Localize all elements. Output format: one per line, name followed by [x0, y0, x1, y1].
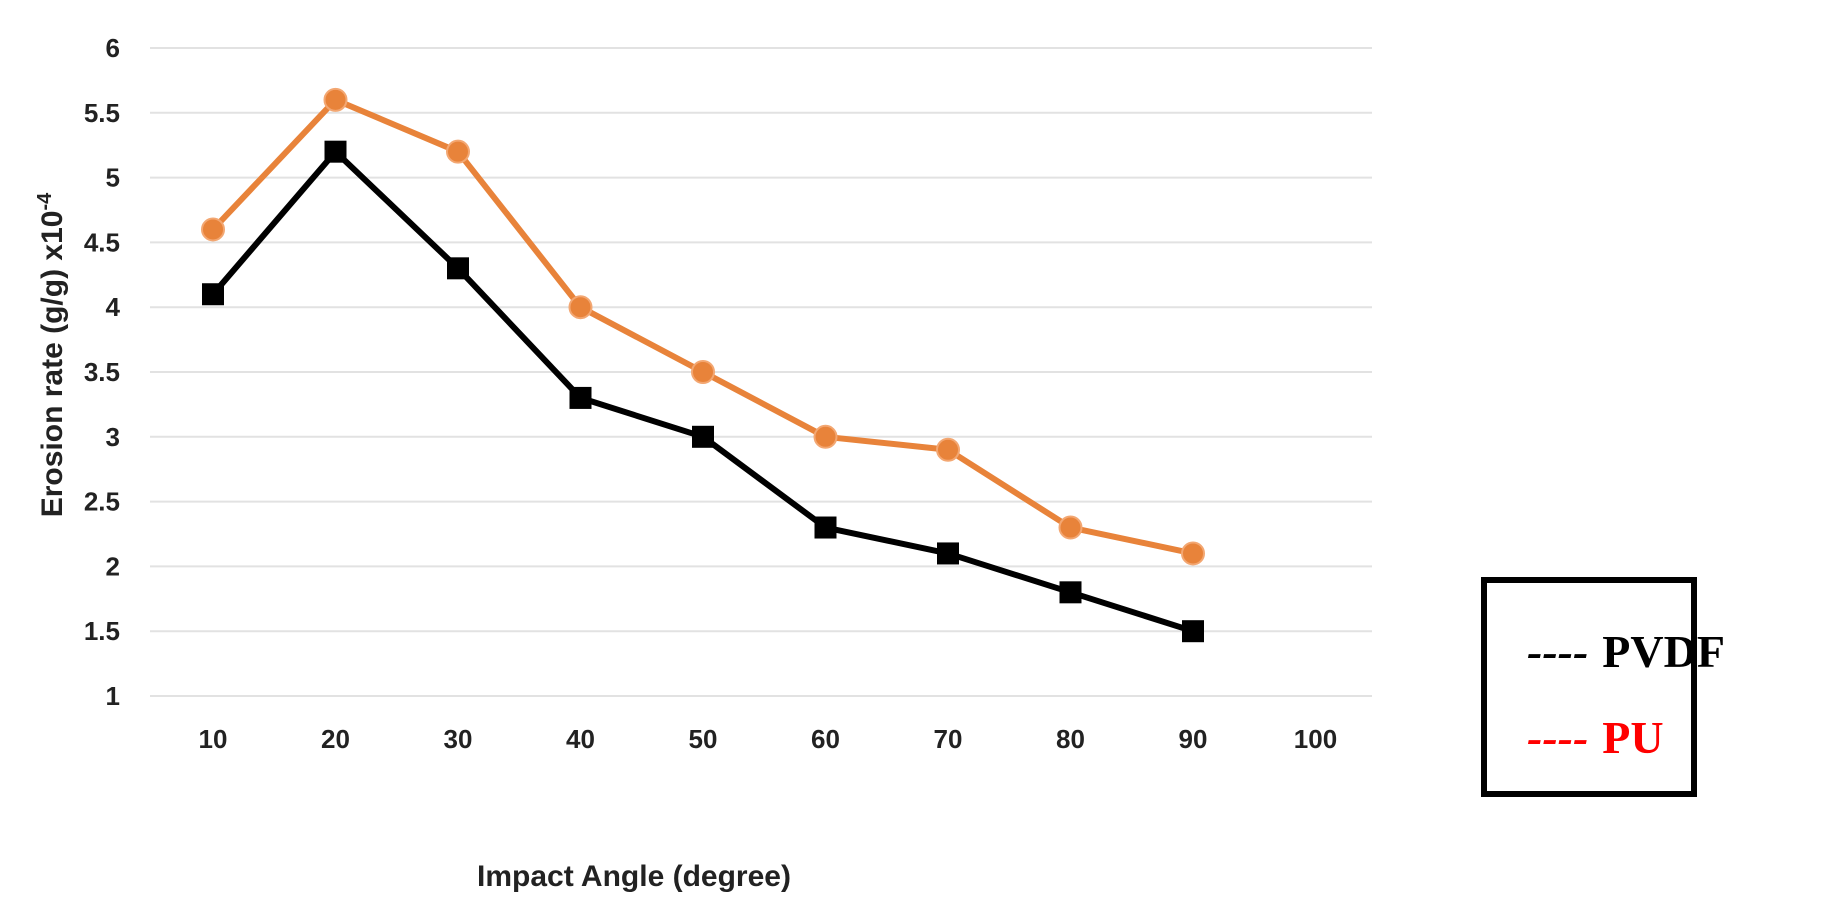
x-tick-label-8: 90: [1179, 724, 1208, 754]
y-tick-label-2: 2: [106, 551, 120, 581]
x-tick-labels: 10 20 30 40 50 60 70 80 90 100: [199, 724, 1338, 754]
legend-entry-pu: ---- PU: [1527, 715, 1664, 761]
series-line-pvdf: [210, 148, 1194, 635]
legend-label-pvdf: PVDF: [1602, 626, 1725, 677]
point-pvdf-80: [1059, 581, 1082, 604]
x-tick-label-7: 80: [1056, 724, 1085, 754]
legend-entry-pvdf: ---- PVDF: [1527, 629, 1725, 675]
y-tick-label-0: 1: [106, 681, 120, 711]
x-axis-title: Impact Angle (degree): [477, 860, 791, 893]
legend: ---- PVDF ---- PU: [1481, 577, 1725, 797]
point-pu-40: [568, 295, 593, 320]
x-tick-label-0: 10: [199, 724, 228, 754]
y-tick-label-10: 6: [106, 33, 120, 63]
x-tick-label-5: 60: [811, 724, 840, 754]
x-tick-label-1: 20: [321, 724, 350, 754]
y-tick-labels: 1 1.5 2 2.5 3 3.5 4 4.5 5 5.5 6: [84, 33, 121, 711]
y-tick-label-4: 3: [106, 422, 120, 452]
point-pu-10: [201, 217, 225, 242]
point-pu-60: [813, 424, 838, 449]
y-tick-label-1: 1.5: [84, 616, 120, 646]
x-tick-label-2: 30: [444, 724, 473, 754]
y-tick-label-5: 3.5: [84, 357, 120, 387]
y-tick-label-9: 5.5: [84, 98, 120, 128]
y-axis-title-exponent: -4: [34, 192, 56, 211]
x-tick-label-9: 100: [1294, 724, 1337, 754]
y-tick-label-6: 4: [106, 292, 121, 322]
point-pvdf-50: [692, 425, 714, 448]
point-pu-90: [1181, 541, 1205, 566]
y-axis-title: Erosion rate (g/g) x10-4: [34, 192, 69, 517]
point-pvdf-60: [814, 516, 837, 539]
y-tick-label-8: 5: [106, 163, 120, 193]
point-pu-70: [936, 437, 960, 462]
point-pu-50: [691, 360, 715, 384]
point-pvdf-90: [1182, 620, 1204, 643]
x-tick-label-4: 50: [689, 724, 718, 754]
series-markers: [201, 87, 1205, 643]
point-pu-80: [1058, 515, 1083, 540]
y-tick-label-7: 4.5: [84, 227, 120, 257]
x-tick-label-6: 70: [934, 724, 963, 754]
y-tick-label-3: 2.5: [84, 487, 120, 517]
x-tick-label-3: 40: [566, 724, 595, 754]
point-pvdf-70: [937, 542, 959, 565]
legend-dash-pvdf: ----: [1527, 626, 1589, 677]
legend-dash-pu: ----: [1527, 712, 1589, 763]
y-axis-title-text: Erosion rate (g/g) x10: [36, 211, 69, 518]
point-pu-20: [323, 87, 348, 112]
legend-label-pu: PU: [1602, 712, 1664, 763]
point-pvdf-30: [447, 257, 469, 280]
point-pu-30: [446, 139, 470, 164]
point-pvdf-40: [569, 386, 592, 409]
series-line-pu: [210, 96, 1194, 557]
point-pvdf-10: [202, 283, 224, 306]
point-pvdf-20: [324, 140, 347, 163]
gridlines: [150, 47, 1372, 697]
